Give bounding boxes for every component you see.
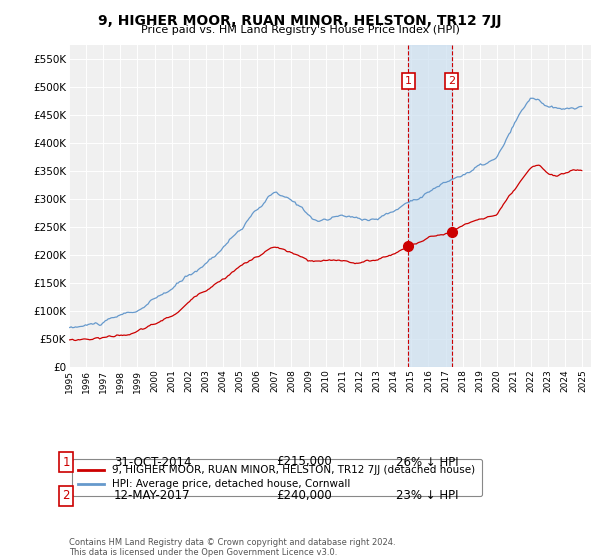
Text: 1: 1: [62, 455, 70, 469]
Text: 23% ↓ HPI: 23% ↓ HPI: [396, 489, 458, 502]
Text: £240,000: £240,000: [276, 489, 332, 502]
Text: 2: 2: [448, 76, 455, 86]
Text: 26% ↓ HPI: 26% ↓ HPI: [396, 455, 458, 469]
Text: £215,000: £215,000: [276, 455, 332, 469]
Text: 9, HIGHER MOOR, RUAN MINOR, HELSTON, TR12 7JJ: 9, HIGHER MOOR, RUAN MINOR, HELSTON, TR1…: [98, 14, 502, 28]
Text: 31-OCT-2014: 31-OCT-2014: [114, 455, 191, 469]
Text: Price paid vs. HM Land Registry's House Price Index (HPI): Price paid vs. HM Land Registry's House …: [140, 25, 460, 35]
Legend: 9, HIGHER MOOR, RUAN MINOR, HELSTON, TR12 7JJ (detached house), HPI: Average pri: 9, HIGHER MOOR, RUAN MINOR, HELSTON, TR1…: [71, 459, 482, 496]
Text: 1: 1: [405, 76, 412, 86]
Text: 2: 2: [62, 489, 70, 502]
Text: 12-MAY-2017: 12-MAY-2017: [114, 489, 191, 502]
Text: Contains HM Land Registry data © Crown copyright and database right 2024.
This d: Contains HM Land Registry data © Crown c…: [69, 538, 395, 557]
Bar: [409, 45, 452, 367]
